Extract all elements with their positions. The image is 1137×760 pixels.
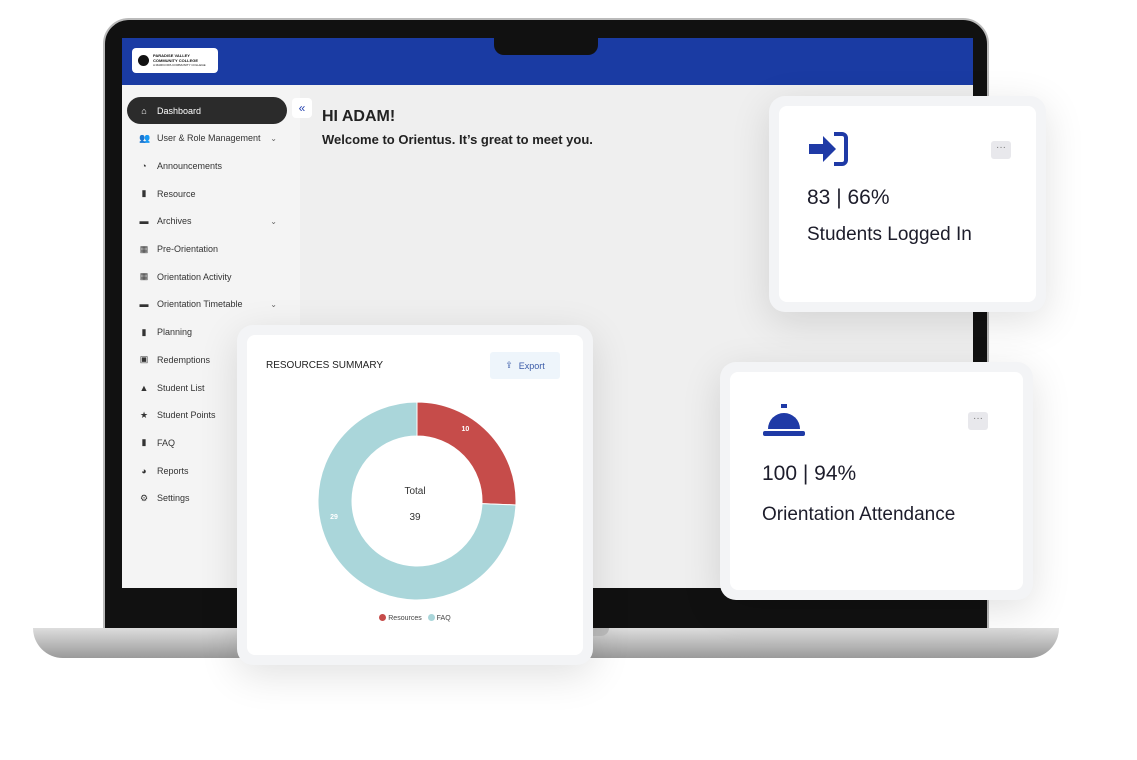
data-label: 10 bbox=[461, 426, 469, 433]
sidebar-item-label: Orientation Timetable bbox=[157, 299, 243, 310]
sidebar-item-label: Orientation Activity bbox=[157, 271, 232, 282]
sidebar-item-label: User & Role Management bbox=[157, 133, 261, 144]
students-stat: 83 | 66% bbox=[807, 186, 890, 209]
greeting: HI ADAM! bbox=[322, 108, 396, 125]
sidebar-item-settings[interactable]: ⚙ Settings bbox=[127, 485, 287, 512]
sidebar-item-reports[interactable]: ◕ Reports bbox=[127, 457, 287, 484]
sidebar-item-label: Resource bbox=[157, 188, 196, 199]
welcome-message: Welcome to Orientus. It’s great to meet … bbox=[322, 132, 593, 147]
sidebar-item-user-role-management[interactable]: 👥 User & Role Management ⌄ bbox=[127, 125, 287, 152]
collapse-sidebar-button[interactable]: « bbox=[292, 98, 312, 118]
sidebar-item-student-points[interactable]: ★ Student Points bbox=[127, 402, 287, 429]
sidebar-item-label: Student List bbox=[157, 382, 205, 393]
students-label: Students Logged In bbox=[807, 224, 972, 245]
attendance-label: Orientation Attendance bbox=[762, 504, 956, 525]
export-button[interactable]: ⇪ Export bbox=[490, 352, 560, 379]
data-label: 29 bbox=[330, 514, 338, 521]
sidebar-item-label: Reports bbox=[157, 465, 189, 476]
sidebar-item-label: Dashboard bbox=[157, 105, 202, 116]
camera-notch bbox=[494, 38, 598, 55]
archive-icon: ▬ bbox=[139, 216, 149, 227]
chart-center-value: 39 bbox=[409, 512, 421, 523]
calendar-icon: ▦ bbox=[139, 271, 149, 282]
home-icon: ⌂ bbox=[141, 105, 147, 116]
chevron-down-icon: ⌄ bbox=[270, 216, 277, 226]
pie-chart-icon: ◕ bbox=[141, 465, 147, 476]
sidebar-item-label: Redemptions bbox=[157, 354, 211, 365]
export-icon: ⇪ bbox=[505, 360, 513, 370]
service-bell-icon bbox=[763, 404, 805, 436]
chart-legend: Resources FAQ bbox=[247, 614, 583, 622]
resources-summary-card: RESOURCES SUMMARY ⇪ Export 10 29 Total 39 … bbox=[237, 325, 593, 665]
legend-swatch bbox=[427, 614, 435, 621]
calendar-icon: ▦ bbox=[139, 243, 149, 254]
chart-center-label: Total bbox=[404, 486, 426, 497]
sidebar-item-label: Archives bbox=[157, 216, 192, 227]
legend-label: Resources bbox=[388, 615, 422, 622]
sidebar-item-label: Pre-Orientation bbox=[157, 244, 219, 254]
sidebar-item-label: Settings bbox=[157, 493, 190, 504]
rss-icon: ◔ bbox=[141, 160, 147, 171]
sidebar-item-label: Student Points bbox=[157, 410, 216, 421]
sidebar-item-orientation-timetable[interactable]: ▬ Orientation Timetable ⌄ bbox=[127, 291, 287, 318]
college-logo[interactable]: PARADISE VALLEY COMMUNITY COLLEGE A MARICO… bbox=[132, 48, 218, 73]
more-options-button[interactable]: ··· bbox=[991, 141, 1011, 159]
chevron-down-icon: ⌄ bbox=[270, 299, 277, 309]
file-icon: ▮ bbox=[141, 437, 147, 448]
sidebar-item-redemptions[interactable]: ▣ Redemptions bbox=[127, 346, 287, 373]
sidebar-item-planning[interactable]: ▮ Planning bbox=[127, 319, 287, 346]
gift-icon: ▣ bbox=[139, 354, 149, 365]
sign-in-icon bbox=[809, 132, 848, 166]
donut-slice-faq[interactable] bbox=[317, 401, 517, 601]
logo-mark-icon bbox=[138, 55, 149, 66]
legend-swatch bbox=[379, 614, 387, 621]
sidebar-item-archives[interactable]: ▬ Archives ⌄ bbox=[127, 208, 287, 235]
sidebar-item-faq[interactable]: ▮ FAQ bbox=[127, 429, 287, 456]
sidebar-item-label: Announcements bbox=[157, 160, 223, 171]
graduation-cap-icon: ▲ bbox=[139, 382, 149, 393]
sidebar-item-student-list[interactable]: ▲ Student List bbox=[127, 374, 287, 401]
sidebar-item-pre-orientation[interactable]: ▦ Pre-Orientation bbox=[127, 236, 287, 263]
students-logged-in-card: ··· 83 | 66% Students Logged In bbox=[769, 96, 1046, 312]
archive-icon: ▬ bbox=[139, 299, 149, 310]
star-icon: ★ bbox=[139, 409, 149, 420]
file-icon: ▮ bbox=[141, 326, 147, 337]
sidebar-item-label: Planning bbox=[157, 327, 193, 338]
orientation-attendance-card: ··· 100 | 94% Orientation Attendance bbox=[720, 362, 1033, 600]
more-options-button[interactable]: ··· bbox=[968, 412, 988, 430]
attendance-stat: 100 | 94% bbox=[762, 462, 857, 485]
sidebar-item-announcements[interactable]: ◔ Announcements bbox=[127, 152, 287, 179]
gear-icon: ⚙ bbox=[139, 492, 149, 503]
legend-item[interactable]: Resources bbox=[379, 614, 422, 622]
legend-item[interactable]: FAQ bbox=[427, 614, 451, 622]
card-title: RESOURCES SUMMARY bbox=[266, 360, 384, 371]
file-icon: ▮ bbox=[141, 188, 147, 199]
logo-text: PARADISE VALLEY COMMUNITY COLLEGE A MARICO… bbox=[153, 53, 206, 67]
sidebar-item-dashboard[interactable]: ⌂ Dashboard bbox=[127, 97, 287, 124]
legend-label: FAQ bbox=[436, 615, 451, 622]
sidebar-item-label: FAQ bbox=[157, 437, 176, 448]
sidebar-item-resource[interactable]: ▮ Resource bbox=[127, 180, 287, 207]
chevron-down-icon: ⌄ bbox=[270, 133, 277, 143]
resources-donut-chart: 10 29 bbox=[317, 401, 517, 601]
sidebar-item-orientation-activity[interactable]: ▦ Orientation Activity bbox=[127, 263, 287, 290]
users-icon: 👥 bbox=[139, 132, 151, 143]
